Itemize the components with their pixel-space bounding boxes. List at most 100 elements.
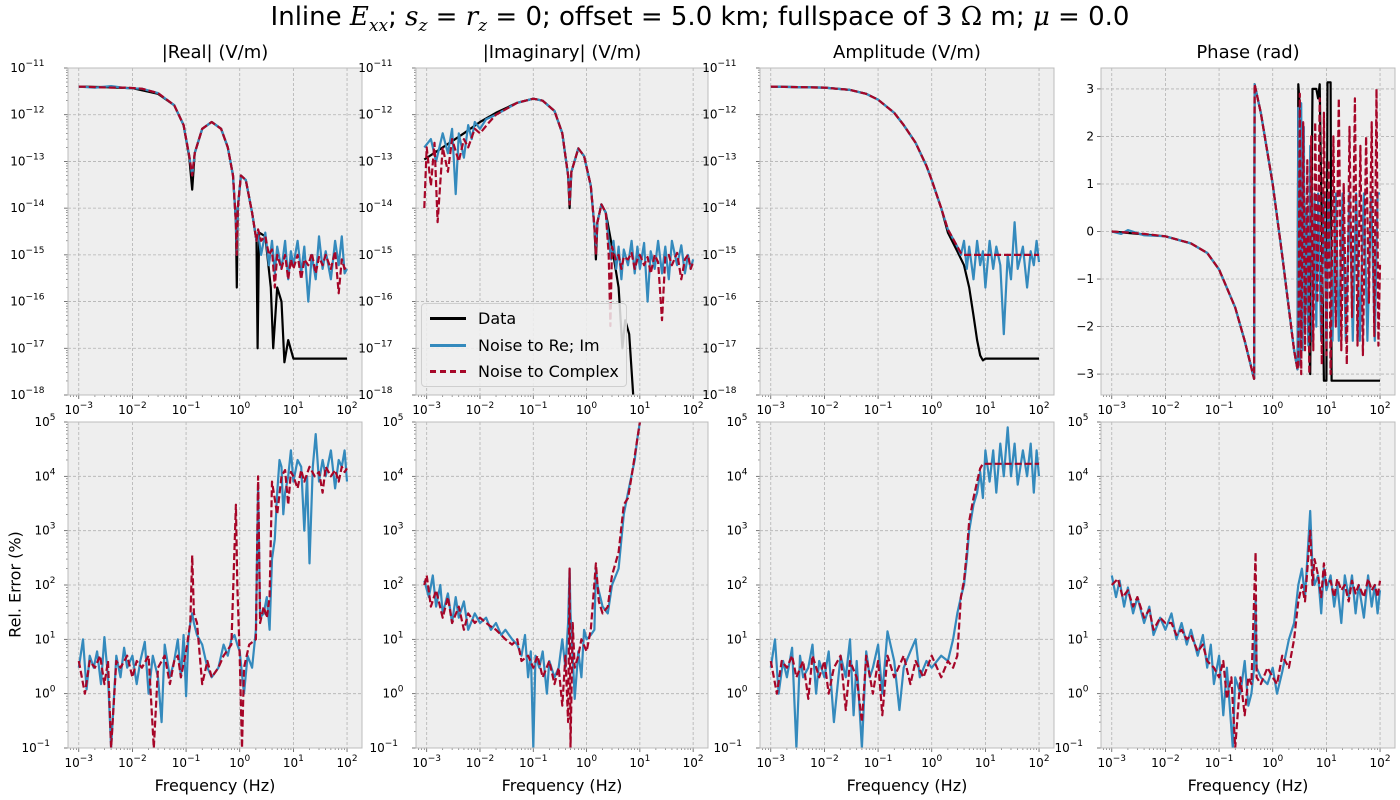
y-tick-exponent: −18	[718, 386, 737, 396]
x-tick-exponent: −3	[428, 754, 441, 764]
y-tick-exponent: 2	[398, 576, 404, 586]
y-tick-exponent: 5	[742, 413, 748, 423]
y-tick-exponent: 4	[50, 467, 56, 477]
y-tick-label: 101	[382, 630, 403, 646]
x-tick-label: 102	[1370, 754, 1391, 770]
y-tick-exponent: −13	[374, 152, 393, 162]
noise-reim-line	[769, 426, 1041, 748]
axes-frame	[415, 421, 709, 749]
title-symbol-omega: Ω	[960, 2, 983, 32]
y-tick-label: 102	[34, 576, 55, 592]
x-tick-label: 101	[1316, 401, 1337, 417]
legend-swatch-noise-reim	[430, 343, 466, 347]
x-tick-exponent: −2	[825, 754, 838, 764]
x-tick-label: 10−3	[64, 401, 93, 417]
y-tick-exponent: −16	[26, 293, 45, 303]
series-group	[1110, 509, 1382, 748]
y-axis-label: Rel. Error (%)	[5, 531, 25, 638]
x-tick-exponent: −1	[1220, 754, 1233, 764]
y-tick-label: −1	[1076, 272, 1094, 286]
y-tick-label: 102	[382, 576, 403, 592]
x-tick-exponent: −3	[1113, 754, 1126, 764]
x-tick-label: 10−2	[810, 754, 839, 770]
title-text: m;	[982, 2, 1033, 32]
noise-complex-line	[77, 465, 348, 748]
y-tick-exponent: −11	[718, 59, 737, 69]
y-tick-label: 102	[1067, 576, 1088, 592]
y-tick-label: 10−14	[10, 199, 45, 215]
y-tick-label: 104	[726, 467, 747, 483]
noise-complex-line	[769, 462, 1039, 724]
x-tick-label: 102	[683, 754, 704, 770]
x-tick-exponent: −3	[80, 401, 93, 411]
title-subscript-z: z	[418, 16, 428, 36]
y-tick-exponent: −1	[385, 739, 398, 749]
title-text: Inline	[270, 2, 350, 32]
y-tick-label: 100	[34, 685, 55, 701]
y-tick-exponent: 1	[742, 630, 748, 640]
y-tick-exponent: −11	[26, 59, 45, 69]
y-tick-exponent: 5	[398, 413, 404, 423]
legend-label: Noise to Re; Im	[478, 335, 600, 355]
x-tick-label: 10−1	[519, 754, 548, 770]
y-tick-label: −3	[1076, 367, 1094, 381]
noise-complex-line	[1111, 529, 1382, 748]
y-tick-label: 10−12	[702, 106, 736, 122]
series-group	[770, 85, 1041, 362]
y-tick-label: 10−18	[702, 386, 737, 402]
y-tick-exponent: 4	[1083, 467, 1089, 477]
x-tick-label: 101	[1316, 754, 1337, 770]
series-group	[1111, 81, 1382, 382]
y-tick-exponent: −15	[26, 246, 45, 256]
y-tick-exponent: 2	[50, 576, 56, 586]
y-tick-label: 101	[34, 630, 55, 646]
y-tick-exponent: 3	[1083, 522, 1089, 532]
x-tick-exponent: −2	[481, 401, 494, 411]
y-tick-label: 3	[1086, 82, 1094, 96]
panel-title-imaginary: |Imaginary| (V/m)	[482, 42, 642, 63]
y-tick-exponent: −13	[718, 152, 737, 162]
legend-item-data: Data	[430, 307, 516, 329]
x-tick-exponent: −3	[80, 754, 93, 764]
x-tick-label: 10−1	[172, 401, 201, 417]
y-tick-label: 10−16	[702, 293, 737, 309]
panel-title-phase: Phase (rad)	[1196, 42, 1300, 63]
y-tick-label: 10−12	[10, 106, 44, 122]
x-tick-label: 101	[283, 754, 304, 770]
figure-title: Inline Exx; sz = rz = 0; offset = 5.0 km…	[0, 2, 1400, 36]
y-tick-label: 105	[1067, 413, 1088, 429]
y-tick-exponent: 4	[742, 467, 748, 477]
axes-frame	[759, 67, 1055, 396]
title-symbol-e: E	[349, 2, 369, 32]
y-tick-exponent: 4	[398, 467, 404, 477]
x-tick-label: 10−1	[519, 401, 548, 417]
y-tick-exponent: 5	[1083, 413, 1089, 423]
subplot-4: 10−3 10−2 10−1 100 101 10210−1100101102103104…	[21, 413, 363, 770]
series-group	[423, 422, 641, 748]
x-tick-exponent: 1	[298, 754, 304, 764]
x-tick-exponent: 2	[698, 401, 704, 411]
x-tick-label: 102	[683, 401, 704, 417]
x-tick-exponent: −1	[534, 754, 547, 764]
y-tick-exponent: −12	[26, 106, 45, 116]
x-axis-label: Frequency (Hz)	[1187, 776, 1309, 795]
x-tick-label: 10−2	[1151, 401, 1180, 417]
y-tick-label: 104	[382, 467, 403, 483]
noise-complex-line	[1111, 83, 1382, 380]
y-tick-exponent: −12	[374, 106, 393, 116]
x-tick-exponent: 2	[1385, 754, 1391, 764]
title-symbol-mu: μ	[1032, 2, 1050, 32]
y-tick-label: 10−13	[358, 152, 392, 168]
x-tick-label: 10−1	[864, 401, 893, 417]
y-tick-label: 10−11	[10, 59, 44, 75]
y-tick-label: 10−1	[1054, 739, 1083, 755]
y-tick-label: 10−17	[10, 339, 44, 355]
y-tick-label: 103	[34, 522, 55, 538]
plot-area	[760, 68, 1054, 395]
x-tick-label: 101	[975, 401, 996, 417]
y-tick-exponent: −18	[374, 386, 393, 396]
x-tick-label: 10−3	[1097, 401, 1126, 417]
x-tick-exponent: −2	[481, 754, 494, 764]
x-tick-label: 100	[229, 754, 250, 770]
x-tick-label: 10−2	[118, 754, 147, 770]
